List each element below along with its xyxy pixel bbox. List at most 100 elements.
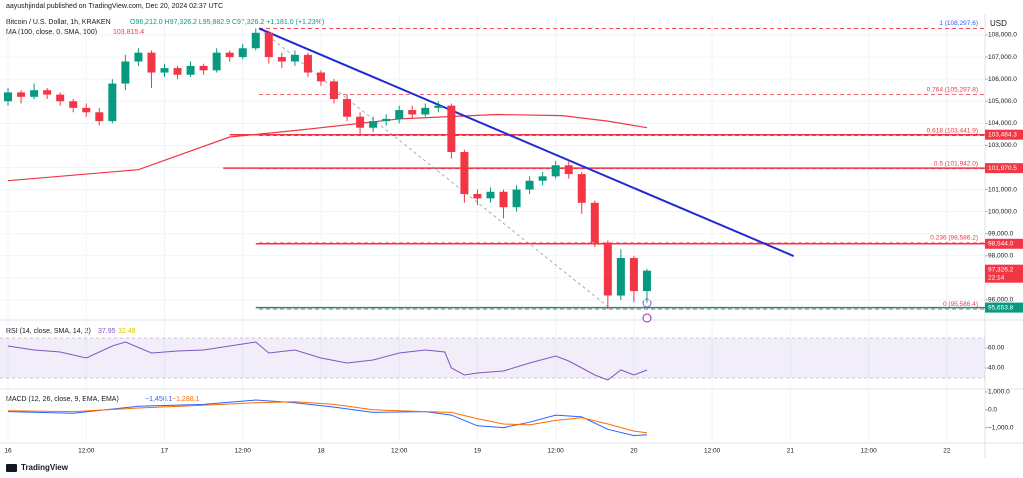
candle-body <box>382 118 391 122</box>
fib-label: 0.5 (101,942.0) <box>934 160 978 167</box>
candle-body <box>616 258 625 296</box>
cursor-icon[interactable] <box>642 313 652 323</box>
candle-body <box>447 105 456 153</box>
x-tick-label: 20 <box>630 448 638 455</box>
price-tag-label: 95,653.8 <box>988 304 1014 311</box>
x-tick-label: 18 <box>317 448 325 455</box>
candle-body <box>551 165 560 177</box>
candle-body <box>460 152 469 194</box>
candle-body <box>121 61 130 84</box>
x-tick-label: 12:00 <box>78 448 95 455</box>
candle-body <box>395 110 404 119</box>
candle-body <box>538 176 547 181</box>
y-tick-label: 60.00 <box>988 345 1005 352</box>
y-tick-label: 101,000.0 <box>988 186 1017 193</box>
publisher: aayushjindal published on TradingView.co… <box>6 3 223 10</box>
rsi-value: 37.95 <box>98 328 116 335</box>
x-tick-label: 17 <box>161 448 169 455</box>
brand-logo <box>6 464 17 472</box>
candle-body <box>434 105 443 108</box>
currency: USD <box>990 19 1007 28</box>
candle-body <box>160 68 169 73</box>
x-tick-label: 12:00 <box>548 448 565 455</box>
candle-body <box>134 52 143 62</box>
candle-body <box>56 94 65 102</box>
x-tick-label: 22 <box>943 448 951 455</box>
brand-name: TradingView <box>21 463 69 472</box>
last-price-tag <box>985 264 1023 283</box>
countdown: 22:14 <box>988 274 1005 281</box>
candle-body <box>30 90 39 97</box>
candle-body <box>369 121 378 128</box>
candle-body <box>525 180 534 190</box>
y-tick-label: 40.00 <box>988 365 1005 372</box>
macd-value: −1,450.1 <box>145 396 173 403</box>
fib-label: 0.618 (103,441.9) <box>927 127 978 134</box>
candle-body <box>499 191 508 208</box>
y-tick-label: 98,000.0 <box>988 253 1014 260</box>
rsi-band <box>0 338 985 378</box>
price-tag <box>985 163 1023 174</box>
candle-body <box>17 92 26 97</box>
candle-body <box>95 112 104 122</box>
candle-body <box>173 68 182 75</box>
rsi-value: 32.48 <box>118 328 136 335</box>
candle-body <box>577 174 586 203</box>
candle-body <box>199 65 208 71</box>
candle-body <box>225 52 234 58</box>
candle-body <box>421 107 430 115</box>
candle-body <box>212 52 221 71</box>
y-tick-label: 106,000.0 <box>988 76 1017 83</box>
brand: TradingView <box>6 463 69 472</box>
candle-body <box>147 52 156 73</box>
y-tick-label: 108,000.0 <box>988 32 1017 39</box>
y-tick-label: 100,000.0 <box>988 208 1017 215</box>
x-tick-label: 12:00 <box>860 448 877 455</box>
price-tag <box>985 238 1023 249</box>
price-tag-label: 103,484.3 <box>988 131 1017 138</box>
candle-body <box>564 165 573 175</box>
y-tick-label: 96,000.0 <box>988 297 1014 304</box>
y-tick-label: −1,000.0 <box>988 424 1014 431</box>
x-tick-label: 19 <box>474 448 482 455</box>
y-tick-label: 1,000.0 <box>988 389 1010 396</box>
price-tag-label: 98,544.0 <box>988 241 1014 248</box>
candle-body <box>486 191 495 199</box>
candle-body <box>251 32 260 49</box>
x-tick-label: 21 <box>787 448 795 455</box>
candle-body <box>629 258 638 292</box>
price-tag <box>985 302 1023 313</box>
y-tick-label: 99,000.0 <box>988 230 1014 237</box>
candle-body <box>277 57 286 62</box>
candle-body <box>264 32 273 58</box>
fib-label: 0.764 (105,297.8) <box>927 86 978 93</box>
candle-body <box>343 99 352 117</box>
price-tag <box>985 129 1023 140</box>
candle-body <box>356 116 365 128</box>
rsi-name: RSI (14, close, SMA, 14, 2) <box>6 328 91 335</box>
candle-body <box>303 54 312 73</box>
candle-body <box>4 92 13 102</box>
macd-line <box>7 401 648 434</box>
y-tick-label: 103,000.0 <box>988 142 1017 149</box>
x-tick-label: 12:00 <box>235 448 252 455</box>
x-tick-label: 12:00 <box>704 448 721 455</box>
candle-body <box>408 110 417 115</box>
ma-name: MA (100, close, 0, SMA, 100) <box>6 29 97 36</box>
candle-body <box>512 189 521 208</box>
candle-body <box>43 90 52 95</box>
candle-body <box>590 202 599 243</box>
macd-value: −1,288.1 <box>172 396 200 403</box>
candle-body <box>330 81 339 100</box>
candle-body <box>316 72 325 82</box>
candle-body <box>186 65 195 75</box>
rsi-line <box>7 341 648 381</box>
macd-name: MACD (12, 26, close, 9, EMA, EMA) <box>6 396 119 403</box>
trendline <box>258 27 795 257</box>
candle-body <box>238 48 247 58</box>
candle-body <box>603 242 612 296</box>
candle-body <box>290 54 299 62</box>
candle-body <box>82 107 91 113</box>
